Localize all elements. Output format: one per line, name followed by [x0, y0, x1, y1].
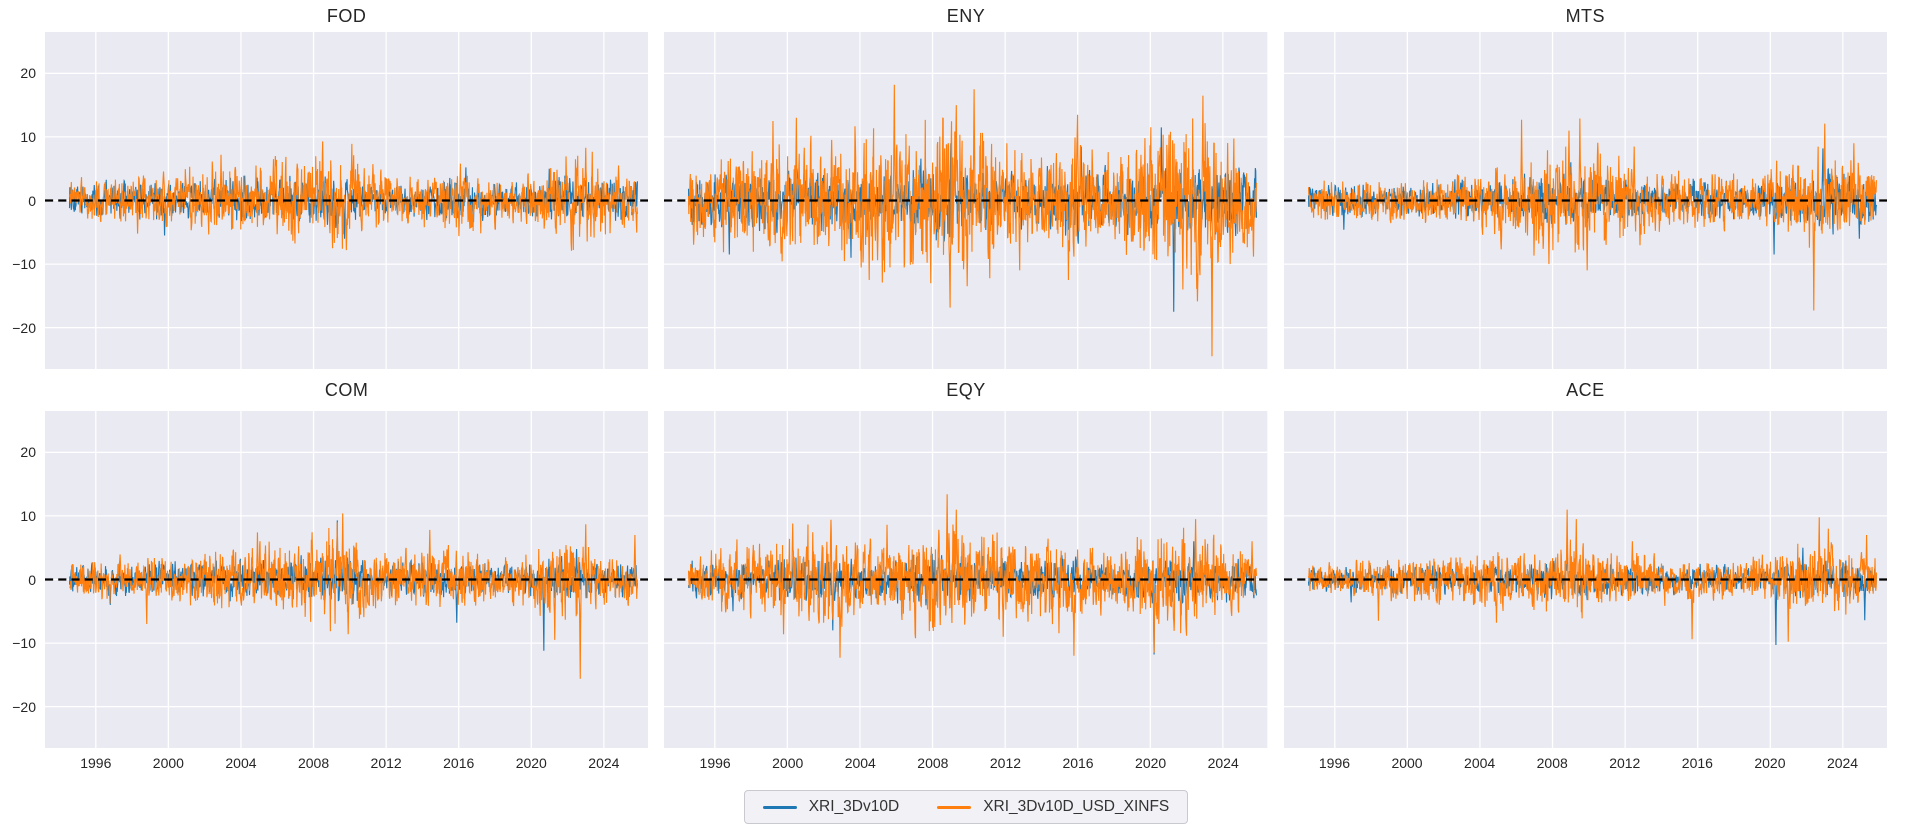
plot-area-mts	[1283, 32, 1887, 369]
ace-plot-svg	[1283, 411, 1887, 748]
x-tick-label: 1996	[1318, 755, 1351, 771]
x-tick-label: 2020	[1135, 755, 1167, 771]
legend-row: XRI_3Dv10D XRI_3Dv10D_USD_XINFS	[45, 790, 1887, 824]
y-tick-label: 20	[20, 444, 36, 461]
legend-label: XRI_3Dv10D	[808, 798, 900, 815]
y-tick-label: −10	[12, 635, 36, 652]
x-tick-label: 2008	[297, 755, 330, 771]
legend-item-xri-3dv10d: XRI_3Dv10D	[762, 798, 900, 816]
legend-line-swatch-blue	[762, 805, 797, 809]
panel-title-ace: ACE	[1566, 379, 1605, 400]
panel-title-eqy: EQY	[946, 379, 986, 400]
y-tick-label: 20	[20, 65, 36, 82]
x-tick-label: 2024	[1826, 755, 1859, 771]
x-tick-label: 2004	[844, 755, 876, 771]
y-tick-label: 10	[20, 507, 36, 524]
x-tick-label: 2012	[370, 755, 402, 771]
panel-title-fod: FOD	[326, 5, 367, 26]
y-tick-label: 0	[28, 571, 36, 588]
x-tick-label: 2024	[1207, 755, 1239, 771]
eqy-plot-svg	[664, 411, 1268, 748]
chart-panel-com: COM 20 10 0 −10 −20 1996 2000 2004 2008 2012 2016 2…	[12, 369, 649, 771]
subplot-grid: FOD 20 10 0 −10 −20 ENY MTS COM 20 10 0 −10 −20 1…	[12, 0, 1887, 771]
plot-area-com: 20 10 0 −10 −20 1996 2000 2004 2008 2012 2016 2020 2…	[12, 411, 649, 771]
eny-plot-svg	[664, 32, 1268, 369]
x-tick-label: 2008	[917, 755, 949, 771]
y-tick-label: 0	[28, 192, 36, 209]
x-tick-label: 2012	[989, 755, 1022, 771]
plot-area-ace: 1996 2000 2004 2008 2012 2016 2020 2024	[1283, 411, 1887, 771]
x-tick-label: 1996	[80, 755, 112, 771]
y-tick-label: 10	[20, 128, 36, 145]
mts-plot-svg	[1283, 32, 1887, 369]
com-plot-svg	[45, 411, 649, 748]
panel-title-com: COM	[324, 379, 369, 400]
x-tick-label: 2016	[1062, 755, 1094, 771]
y-tick-label: −10	[12, 256, 36, 273]
x-tick-label: 2008	[1536, 755, 1568, 771]
legend-label: XRI_3Dv10D_USD_XINFS	[983, 798, 1170, 815]
legend-item-xri-3dv10d-usd-xinfs: XRI_3Dv10D_USD_XINFS	[937, 798, 1169, 816]
plot-area-eqy: 1996 2000 2004 2008 2012 2016 2020 2024	[664, 411, 1268, 771]
x-tick-label: 2000	[1391, 755, 1423, 771]
chart-panel-ace: ACE 1996 2000 2004 2008 2012 2016 2020 2024	[1283, 369, 1887, 771]
panel-title-eny: ENY	[946, 5, 986, 26]
fod-plot-svg	[45, 32, 649, 369]
x-tick-label: 2020	[1754, 755, 1786, 771]
x-tick-label: 2016	[443, 755, 475, 771]
chart-panel-eny: ENY	[664, 0, 1268, 369]
x-tick-label: 2020	[515, 755, 547, 771]
plot-area-fod: 20 10 0 −10 −20	[12, 32, 649, 369]
x-tick-label: 1996	[699, 755, 731, 771]
y-tick-label: −20	[12, 319, 36, 336]
legend-line-swatch-orange	[937, 805, 972, 809]
x-tick-label: 2004	[1464, 755, 1496, 771]
chart-panel-fod: FOD 20 10 0 −10 −20	[12, 0, 649, 369]
x-tick-label: 2012	[1609, 755, 1641, 771]
chart-panel-mts: MTS	[1283, 0, 1887, 369]
x-tick-label: 2000	[772, 755, 804, 771]
x-tick-label: 2000	[152, 755, 184, 771]
x-tick-label: 2024	[588, 755, 620, 771]
x-tick-label: 2016	[1681, 755, 1713, 771]
panel-title-mts: MTS	[1565, 5, 1606, 26]
x-tick-label: 2004	[225, 755, 257, 771]
chart-panel-eqy: EQY 1996 2000 2004 2008 2012 2016 2020 2024	[664, 369, 1268, 771]
legend: XRI_3Dv10D XRI_3Dv10D_USD_XINFS	[743, 790, 1189, 824]
plot-area-eny	[664, 32, 1268, 369]
y-tick-label: −20	[12, 698, 36, 715]
